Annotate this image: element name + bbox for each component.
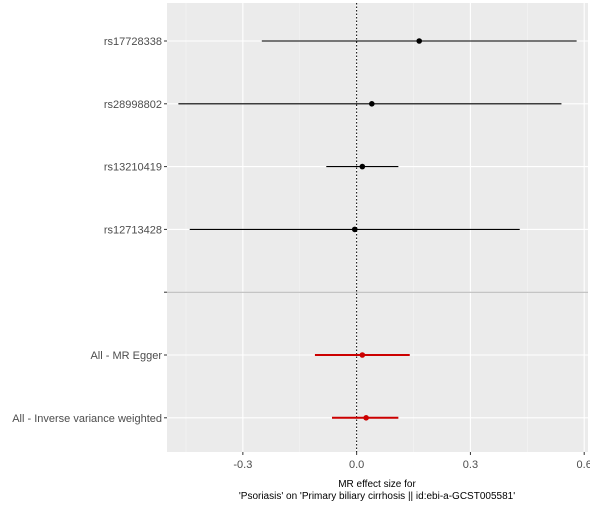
estimate-marks <box>178 38 577 421</box>
x-axis-ticks: -0.3 0.0 0.3 0.6 <box>233 452 590 471</box>
x-tick-label-1: 0.0 <box>349 459 364 471</box>
y-label-0: rs17728338 <box>104 36 162 48</box>
estimate-point-5 <box>359 352 366 358</box>
x-tick-label-3: 0.6 <box>577 459 590 471</box>
estimate-point-0 <box>416 38 423 44</box>
x-axis-title-line1: MR effect size for <box>338 479 416 490</box>
y-label-6: All - Inverse variance weighted <box>12 413 162 425</box>
estimate-point-1 <box>369 101 375 107</box>
y-label-3: rs12713428 <box>104 224 162 236</box>
estimate-point-2 <box>359 163 366 170</box>
plot-panel <box>167 3 588 452</box>
y-label-5: All - MR Egger <box>90 350 162 362</box>
x-axis-title-line2: 'Psoriasis' on 'Primary biliary cirrhosi… <box>239 491 515 502</box>
estimate-point-6 <box>363 415 369 421</box>
y-label-2: rs13210419 <box>104 162 162 174</box>
x-tick-label-2: 0.3 <box>463 459 478 471</box>
estimate-point-3 <box>351 226 358 233</box>
y-axis-labels: rs17728338 rs28998802 rs13210419 rs12713428… <box>12 36 167 425</box>
x-tick-label-0: -0.3 <box>233 459 252 471</box>
y-label-1: rs28998802 <box>104 99 162 111</box>
